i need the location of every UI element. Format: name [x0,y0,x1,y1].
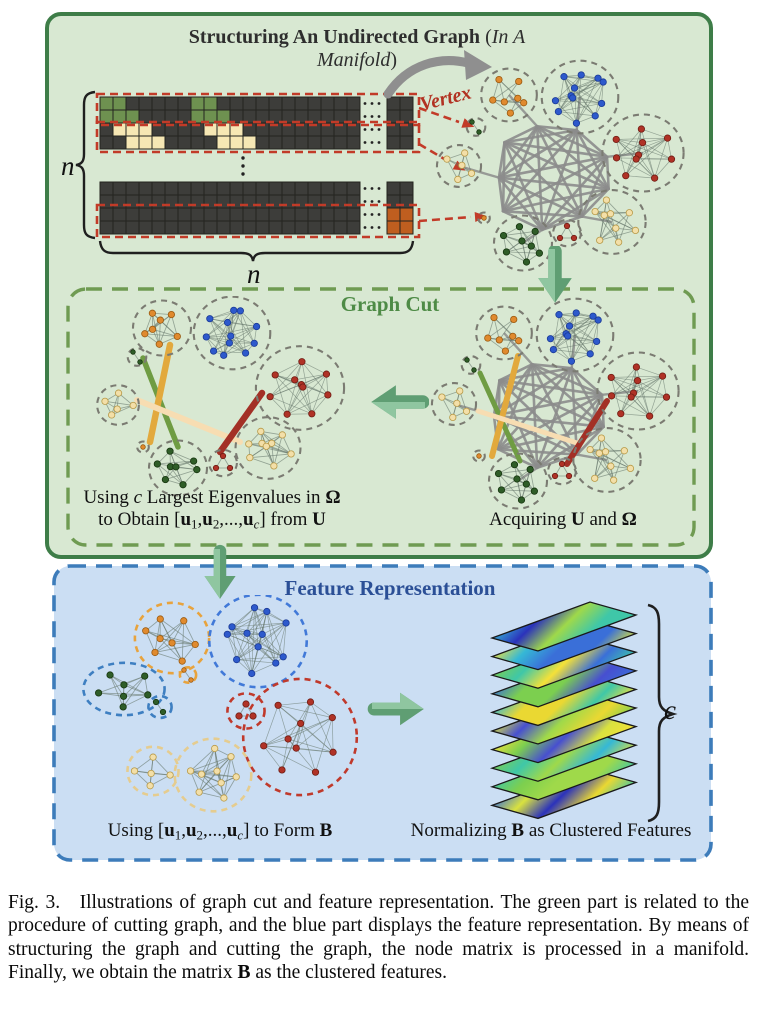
graph-cut-title: Graph Cut [340,292,440,316]
feature-maps-stack [489,601,639,820]
undirected-graph-illustration [435,59,685,272]
arrow-right-icon [367,692,424,726]
top-panel-title: Structuring An Undirected Graph (In A Ma… [188,26,526,71]
graph-cut-left-caption-line2: to Obtain [u1,u2,...,uc] from U [98,509,326,532]
stack-count-label: c [664,695,676,725]
figure-caption: Fig. 3. Illustrations of graph cut and f… [8,892,749,984]
stack-brace [647,603,678,823]
node-matrix-illustration: nn [61,90,487,286]
graph-acquiring-u-omega [430,297,680,510]
feature-left-caption: Using [u1,u2,...,uc] to Form B [107,820,333,843]
feature-right-caption: Normalizing B as Clustered Features [410,820,692,841]
clustered-graph-illustration [82,595,359,813]
graph-after-cut [96,296,346,497]
svg-text:n: n [61,151,75,181]
graph-cut-left-caption-line1: Using c Largest Eigenvalues in Ω [83,487,341,508]
arrow-left-icon [371,385,429,419]
svg-text:n: n [247,259,261,286]
arrow-down-icon [204,544,236,599]
arrow-down-icon [538,246,572,303]
graph-cut-right-caption: Acquiring U and Ω [489,509,637,530]
feature-title: Feature Representation [284,576,496,600]
curved-arrow-icon [383,50,492,99]
graph-cut-panel-border [66,287,696,547]
